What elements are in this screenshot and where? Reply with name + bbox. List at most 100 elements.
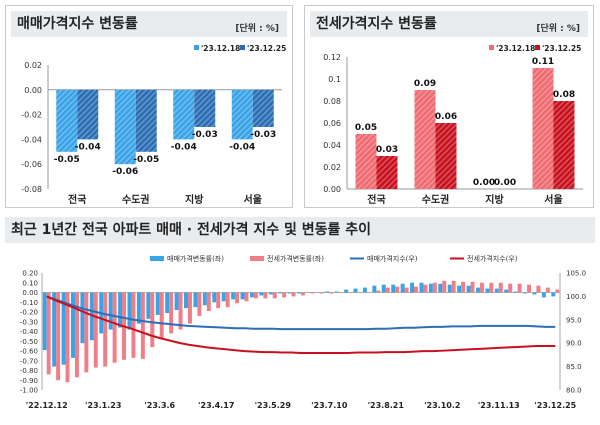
trend-bar: [159, 292, 164, 340]
trend-bar: [513, 291, 518, 293]
jeonse-ytick-label: 0.00: [323, 185, 341, 194]
trend-bar: [89, 292, 94, 341]
trend-bar: [423, 284, 428, 293]
trend-bar: [103, 292, 108, 367]
sale-ytick-label: -0.02: [21, 111, 42, 120]
trend-right-ytick-label: 80.0: [566, 387, 582, 395]
jeonse-ytick-label: 0.04: [323, 141, 341, 150]
trend-bar: [197, 292, 202, 316]
trend-bar: [136, 292, 141, 324]
sale-category-label: 서울: [244, 193, 262, 206]
jeonse-category-label: 수도권: [422, 194, 450, 206]
trend-bar: [278, 292, 283, 294]
sale-change-unit: [단위 : %]: [235, 24, 279, 34]
trend-bar: [479, 282, 484, 293]
trend-bar: [555, 289, 560, 293]
jeonse-category-label: 서울: [544, 193, 562, 206]
trend-bar: [395, 286, 400, 293]
trend-bar: [221, 292, 226, 302]
trend-left-ytick-label: -0.60: [20, 348, 38, 356]
trend-bar: [268, 292, 273, 295]
trend-bar: [376, 290, 381, 293]
sale-bar: [194, 89, 216, 127]
trend-bar: [56, 292, 61, 381]
trend-left-ytick-label: 0.20: [22, 270, 38, 278]
sale-bar: [135, 89, 157, 152]
trend-bar: [372, 285, 377, 293]
trend-bar: [127, 292, 132, 330]
trend-bar: [65, 292, 70, 383]
jeonse-category-label: 전국: [367, 193, 385, 206]
sale-bar: [114, 89, 136, 165]
trend-chart: 0.200.10 0.00 -0.10 -0.20-0.30 -0.40 -0.50 -0.…: [20, 254, 586, 410]
trend-bar: [517, 283, 522, 293]
trend-bar: [235, 292, 240, 304]
trend-bar: [527, 284, 531, 293]
sale-bar: [77, 89, 99, 140]
jeonse-legend-label: '23.12.18: [496, 44, 535, 53]
trend-bar: [536, 285, 541, 293]
trend-bar: [112, 292, 117, 363]
sale-ytick-label: -0.04: [21, 135, 42, 144]
trend-bar: [231, 292, 236, 300]
trend-bar: [206, 292, 211, 312]
trend-bar: [301, 292, 305, 296]
trend-bar: [216, 292, 221, 309]
trend-bar: [381, 284, 386, 293]
trend-left-ytick-label: -0.10: [20, 299, 38, 307]
trend-bar: [475, 287, 480, 293]
trend-bar: [291, 292, 296, 297]
sale-data-label: -0.03: [250, 130, 276, 140]
trend-bar: [150, 292, 155, 348]
sale-category-label: 전국: [68, 193, 86, 206]
sale-bar: [252, 89, 274, 127]
trend-bar: [212, 292, 217, 303]
trend-line: [46, 295, 556, 331]
trend-bar: [504, 289, 509, 293]
trend-bar: [178, 292, 183, 330]
sale-legend-label: '23.12.18: [201, 44, 240, 53]
trend-xtick-label: '23.1.23: [85, 401, 121, 410]
jeonse-legend-label: '23.12.25: [542, 44, 581, 53]
jeonse-data-label: 0.00: [494, 178, 516, 188]
sale-ytick-label: -0.08: [21, 185, 42, 194]
sale-change-title: 매매가격지수 변동률 [단위 : %]: [11, 11, 287, 37]
trend-legend-swatch: [250, 256, 264, 261]
sale-bar: [173, 89, 195, 140]
trend-bar: [282, 292, 287, 298]
trend-bar: [404, 287, 409, 293]
trend-right-ytick-label: 90.0: [566, 340, 582, 348]
trend-bar: [391, 284, 396, 293]
trend-bar: [508, 283, 513, 293]
trend-bar: [432, 282, 437, 293]
sale-data-label: -0.06: [112, 167, 138, 177]
trend-bar: [494, 288, 499, 293]
trend-xtick-label: '23.7.10: [311, 401, 348, 410]
trend-left-ytick-label: 0.10: [22, 279, 38, 287]
trend-left-ytick-label: -0.30: [20, 318, 38, 326]
jeonse-data-label: 0.11: [532, 57, 554, 67]
jeonse-change-chart: 0.12 0.1 0.08 0.06 0.04 0.02 0.00 전국 0.05 0.03 수도권…: [323, 44, 583, 206]
trend-bar: [310, 292, 315, 294]
sale-data-label: -0.05: [54, 155, 80, 165]
trend-right-ytick-label: 95.0: [566, 316, 582, 324]
trend-bar: [442, 280, 447, 293]
trend-left-ytick-label: -0.80: [20, 367, 38, 375]
trend-xtick-label: '23.10.2: [424, 401, 460, 410]
trend-bar: [146, 292, 151, 319]
jeonse-bar: [414, 90, 436, 189]
trend-right-ytick-label: 85.0: [566, 363, 582, 371]
trend-left-ytick-label: -0.50: [20, 338, 38, 346]
trend-bar: [541, 292, 546, 298]
trend-legend-label: 매매가격지수(우): [367, 254, 418, 263]
trend-xtick-label: '22.12.12: [26, 401, 68, 410]
trend-bar: [297, 292, 301, 294]
trend-xtick-label: '23.11.13: [478, 401, 520, 410]
trend-legend-label: 전세가격지수(우): [467, 254, 518, 263]
trend-bar: [52, 292, 57, 367]
jeonse-bar: [355, 134, 377, 189]
trend-legend-label: 매매가격변동률(좌): [167, 254, 224, 263]
trend-bar: [414, 286, 418, 293]
trend-bar: [202, 292, 207, 306]
trend-bar: [498, 282, 503, 293]
